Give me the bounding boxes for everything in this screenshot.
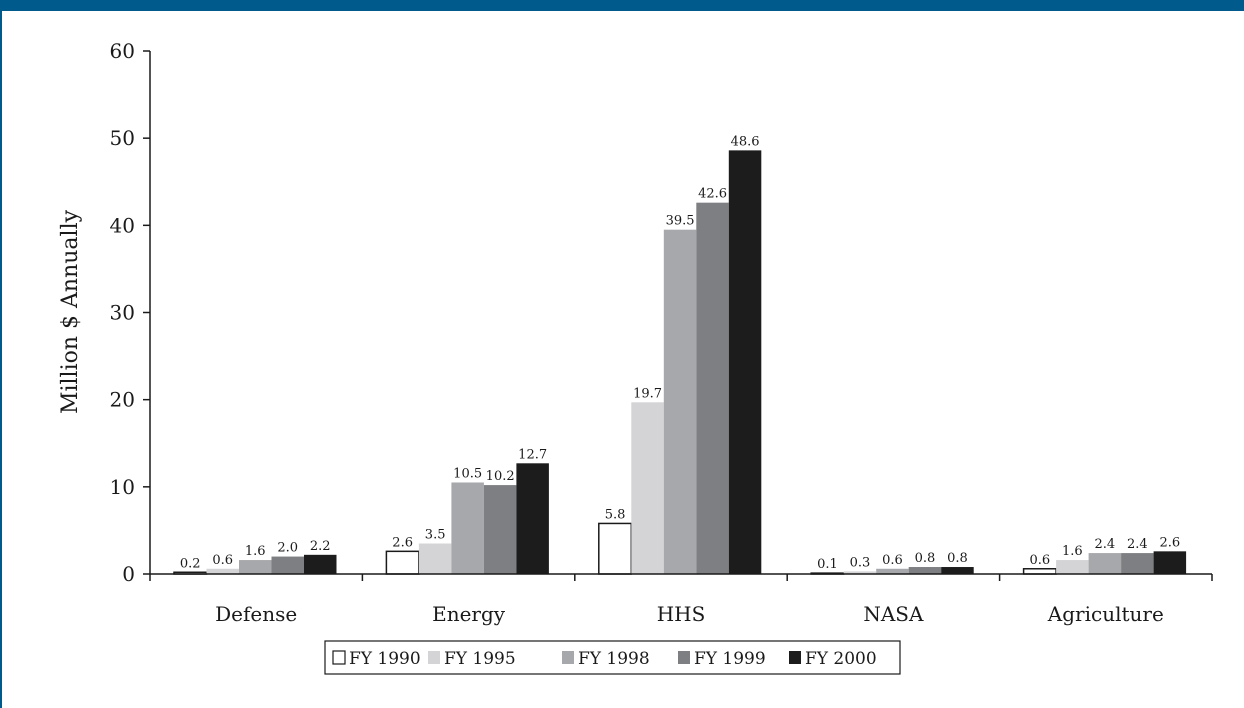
bar-defense-fy-2000 bbox=[304, 554, 337, 574]
data-label: 1.6 bbox=[245, 544, 266, 559]
x-category-label: Energy bbox=[432, 602, 506, 626]
bar-energy-fy-1998 bbox=[451, 482, 484, 574]
data-label: 42.6 bbox=[698, 187, 727, 202]
data-label: 2.4 bbox=[1095, 537, 1116, 552]
data-label: 0.6 bbox=[882, 553, 903, 568]
bar-hhs-fy-1998 bbox=[663, 229, 697, 575]
x-category-label: HHS bbox=[657, 602, 706, 626]
bar-defense-fy-1995 bbox=[206, 568, 239, 574]
bar-agriculture-fy-1995 bbox=[1056, 560, 1089, 574]
data-label: 0.1 bbox=[817, 557, 838, 572]
legend-swatch bbox=[678, 651, 690, 664]
data-label: 10.2 bbox=[486, 469, 515, 484]
bar-energy-fy-1999 bbox=[483, 485, 517, 574]
bar-agriculture-fy-1998 bbox=[1088, 553, 1122, 574]
x-category-label: NASA bbox=[863, 602, 924, 626]
data-label: 2.6 bbox=[1160, 535, 1181, 550]
axes-layer: 0 10 20 30 40 50 60 Defense Energy HHS NASA Agricul… bbox=[110, 39, 1213, 626]
y-tick-label: 10 bbox=[110, 475, 135, 499]
bar-nasa-fy-1998 bbox=[876, 568, 909, 574]
bar-hhs-fy-1990 bbox=[598, 522, 633, 575]
y-tick-label: 40 bbox=[110, 213, 135, 237]
data-label: 0.6 bbox=[1030, 553, 1051, 568]
data-label: 5.8 bbox=[605, 507, 626, 522]
y-tick-label: 50 bbox=[110, 126, 135, 150]
top-frame-bar bbox=[0, 0, 1244, 11]
legend-swatch bbox=[789, 651, 801, 664]
bar-nasa-fy-1999 bbox=[908, 567, 942, 574]
y-axis-label: Million $ Annually bbox=[58, 209, 83, 414]
data-label: 48.6 bbox=[731, 134, 760, 149]
legend-swatch bbox=[562, 651, 574, 664]
data-label: 3.5 bbox=[425, 527, 446, 542]
data-label: 0.3 bbox=[850, 555, 871, 570]
legend-swatch bbox=[332, 650, 346, 665]
data-label: 0.8 bbox=[915, 551, 936, 566]
bar-hhs-fy-2000 bbox=[728, 150, 762, 574]
legend: FY 1990 FY 1995 FY 1998 FY 1999 FY 2000 bbox=[324, 640, 901, 675]
bar-hhs-fy-1999 bbox=[696, 202, 729, 575]
data-label: 0.2 bbox=[180, 556, 201, 571]
bar-nasa-fy-2000 bbox=[941, 567, 974, 574]
data-label: 1.6 bbox=[1062, 544, 1083, 559]
legend-label: FY 1995 bbox=[444, 649, 516, 669]
legend-box bbox=[324, 640, 901, 675]
data-label: 39.5 bbox=[666, 214, 695, 229]
bar-energy-fy-2000 bbox=[516, 463, 549, 574]
data-label: 0.6 bbox=[212, 553, 233, 568]
x-category-label: Defense bbox=[215, 602, 297, 626]
data-label: 2.2 bbox=[310, 539, 331, 554]
bar-agriculture-fy-1990 bbox=[1022, 568, 1057, 575]
x-category-label: Agriculture bbox=[1047, 602, 1164, 626]
data-label: 2.4 bbox=[1127, 537, 1148, 552]
bar-nasa-fy-1995 bbox=[843, 571, 877, 574]
y-tick-label: 60 bbox=[110, 39, 135, 63]
data-label: 10.5 bbox=[453, 466, 482, 481]
bar-hhs-fy-1995 bbox=[631, 402, 664, 574]
legend-label: FY 1998 bbox=[578, 649, 650, 669]
bar-agriculture-fy-2000 bbox=[1153, 551, 1187, 574]
bar-defense-fy-1999 bbox=[271, 556, 304, 574]
data-label: 2.0 bbox=[277, 541, 298, 556]
bars-layer bbox=[173, 150, 1187, 575]
bar-energy-fy-1995 bbox=[418, 543, 452, 574]
legend-label: FY 1999 bbox=[694, 649, 766, 669]
bar-energy-fy-1990 bbox=[385, 550, 420, 575]
legend-swatch bbox=[428, 651, 440, 664]
bar-defense-fy-1998 bbox=[239, 560, 272, 574]
data-labels-layer: 0.2 2.6 5.8 0.1 0.6 0.6 3.5 19.7 0.3 1.6 1.6 10.5 39… bbox=[180, 134, 1180, 572]
y-tick-label: 20 bbox=[110, 388, 135, 412]
data-label: 0.8 bbox=[947, 551, 968, 566]
data-label: 2.6 bbox=[392, 535, 413, 550]
y-tick-label: 30 bbox=[110, 301, 135, 325]
legend-label: FY 2000 bbox=[805, 649, 877, 669]
bar-agriculture-fy-1999 bbox=[1121, 553, 1154, 574]
data-label: 19.7 bbox=[633, 386, 662, 401]
left-frame-edge bbox=[0, 11, 2, 708]
data-label: 12.7 bbox=[518, 447, 547, 462]
y-tick-label: 0 bbox=[122, 562, 135, 586]
legend-label: FY 1990 bbox=[349, 649, 421, 669]
